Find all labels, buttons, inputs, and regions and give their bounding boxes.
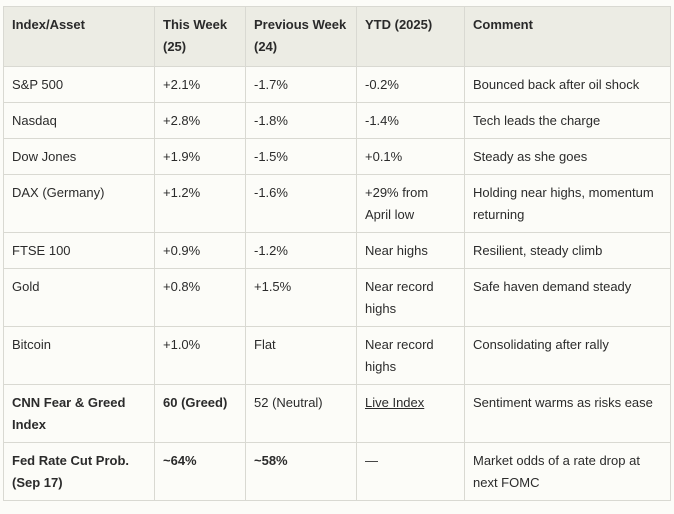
cell-comment: Sentiment warms as risks ease — [464, 384, 671, 443]
header-comment: Comment — [464, 6, 671, 67]
table-row: CNN Fear & Greed Index 60 (Greed) 52 (Ne… — [3, 384, 671, 443]
cell-this-week: ~64% — [154, 442, 246, 501]
table-row: Dow Jones +1.9% -1.5% +0.1% Steady as sh… — [3, 138, 671, 175]
cell-comment: Safe haven demand steady — [464, 268, 671, 327]
cell-asset: Gold — [3, 268, 155, 327]
market-table-container: Index/Asset This Week (25) Previous Week… — [3, 6, 671, 501]
cell-prev-week: -1.8% — [245, 102, 357, 139]
cell-this-week: +1.2% — [154, 174, 246, 233]
cell-this-week: +1.0% — [154, 326, 246, 385]
cell-this-week: 60 (Greed) — [154, 384, 246, 443]
cell-prev-week: -1.2% — [245, 232, 357, 269]
header-previous-week: Previous Week (24) — [245, 6, 357, 67]
cell-prev-week: -1.5% — [245, 138, 357, 175]
cell-comment: Bounced back after oil shock — [464, 66, 671, 103]
cell-prev-week: Flat — [245, 326, 357, 385]
market-summary-table: Index/Asset This Week (25) Previous Week… — [3, 6, 671, 501]
cell-comment: Steady as she goes — [464, 138, 671, 175]
table-row: Gold +0.8% +1.5% Near record highs Safe … — [3, 268, 671, 327]
cell-prev-week: -1.6% — [245, 174, 357, 233]
cell-comment: Consolidating after rally — [464, 326, 671, 385]
cell-comment: Market odds of a rate drop at next FOMC — [464, 442, 671, 501]
cell-ytd: -0.2% — [356, 66, 465, 103]
cell-asset: CNN Fear & Greed Index — [3, 384, 155, 443]
cell-ytd: Live Index — [356, 384, 465, 443]
header-this-week: This Week (25) — [154, 6, 246, 67]
cell-this-week: +1.9% — [154, 138, 246, 175]
cell-asset: DAX (Germany) — [3, 174, 155, 233]
cell-this-week: +2.8% — [154, 102, 246, 139]
header-asset: Index/Asset — [3, 6, 155, 67]
cell-comment: Resilient, steady climb — [464, 232, 671, 269]
live-index-link[interactable]: Live Index — [365, 395, 425, 410]
table-row: FTSE 100 +0.9% -1.2% Near highs Resilien… — [3, 232, 671, 269]
table-row: Nasdaq +2.8% -1.8% -1.4% Tech leads the … — [3, 102, 671, 139]
cell-ytd: Near record highs — [356, 268, 465, 327]
cell-ytd: — — [356, 442, 465, 501]
cell-asset: FTSE 100 — [3, 232, 155, 269]
cell-asset: Nasdaq — [3, 102, 155, 139]
cell-comment: Tech leads the charge — [464, 102, 671, 139]
table-row: Fed Rate Cut Prob. (Sep 17) ~64% ~58% — … — [3, 442, 671, 501]
cell-comment: Holding near highs, momentum returning — [464, 174, 671, 233]
table-row: Bitcoin +1.0% Flat Near record highs Con… — [3, 326, 671, 385]
cell-asset: S&P 500 — [3, 66, 155, 103]
cell-prev-week: +1.5% — [245, 268, 357, 327]
cell-prev-week: -1.7% — [245, 66, 357, 103]
table-row: S&P 500 +2.1% -1.7% -0.2% Bounced back a… — [3, 66, 671, 103]
cell-ytd: -1.4% — [356, 102, 465, 139]
cell-prev-week: 52 (Neutral) — [245, 384, 357, 443]
cell-this-week: +0.9% — [154, 232, 246, 269]
header-ytd: YTD (2025) — [356, 6, 465, 67]
cell-asset: Dow Jones — [3, 138, 155, 175]
cell-prev-week: ~58% — [245, 442, 357, 501]
table-header-row: Index/Asset This Week (25) Previous Week… — [3, 6, 671, 67]
cell-this-week: +0.8% — [154, 268, 246, 327]
table-row: DAX (Germany) +1.2% -1.6% +29% from Apri… — [3, 174, 671, 233]
cell-ytd: Near record highs — [356, 326, 465, 385]
cell-asset: Bitcoin — [3, 326, 155, 385]
cell-ytd: Near highs — [356, 232, 465, 269]
cell-ytd: +29% from April low — [356, 174, 465, 233]
cell-ytd: +0.1% — [356, 138, 465, 175]
cell-asset: Fed Rate Cut Prob. (Sep 17) — [3, 442, 155, 501]
cell-this-week: +2.1% — [154, 66, 246, 103]
